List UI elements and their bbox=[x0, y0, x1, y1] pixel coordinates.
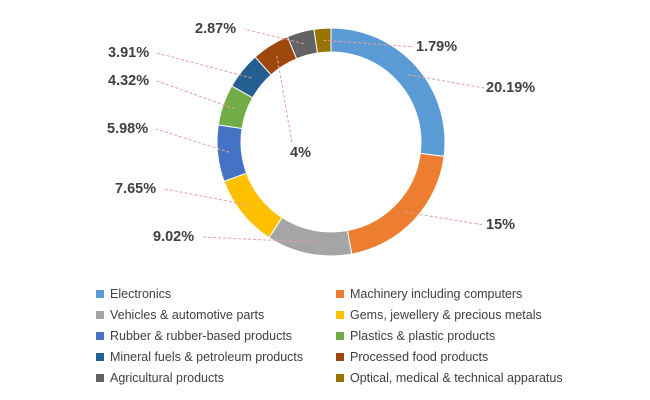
legend-item-mineral-fuels-petroleum-products: Mineral fuels & petroleum products bbox=[96, 350, 303, 364]
data-label-vehicles-automotive-parts: 9.02% bbox=[153, 229, 194, 245]
leader-line-rubber-rubber-based-products bbox=[155, 128, 230, 153]
data-label-mineral-fuels-petroleum-products: 3.91% bbox=[108, 45, 149, 61]
legend-swatch bbox=[96, 374, 104, 382]
legend-swatch bbox=[336, 374, 344, 382]
legend-swatch bbox=[336, 353, 344, 361]
data-label-electronics: 20.19% bbox=[486, 80, 535, 96]
data-label-processed-food-products: 4% bbox=[290, 145, 311, 161]
data-labels: 20.19% 15% 9.02% 7.65% 5.98% 4.32% 3.91% 4% 2.87… bbox=[107, 21, 535, 245]
legend-swatch bbox=[336, 290, 344, 298]
legend-swatch bbox=[96, 311, 104, 319]
legend-label: Rubber & rubber-based products bbox=[110, 329, 293, 343]
leader-line-electronics bbox=[407, 74, 485, 89]
data-label-optical-medical-technical-apparatus: 1.79% bbox=[416, 39, 457, 55]
legend-swatch bbox=[96, 290, 104, 298]
slice-vehicles-automotive-parts bbox=[268, 216, 353, 257]
leader-line-mineral-fuels-petroleum-products bbox=[156, 52, 252, 79]
legend-item-agricultural-products: Agricultural products bbox=[96, 371, 224, 385]
legend-label: Mineral fuels & petroleum products bbox=[110, 350, 304, 364]
donut-chart: 20.19% 15% 9.02% 7.65% 5.98% 4.32% 3.91% 4% 2.87… bbox=[107, 21, 535, 257]
legend-label: Vehicles & automotive parts bbox=[110, 308, 265, 322]
legend-swatch bbox=[96, 332, 104, 340]
legend-item-electronics: Electronics bbox=[96, 287, 171, 301]
legend-swatch bbox=[336, 332, 344, 340]
leader-line-agricultural-products bbox=[243, 28, 304, 45]
legend-label: Optical, medical & technical apparatus bbox=[350, 371, 563, 385]
slice-rubber-rubber-based-products bbox=[216, 124, 248, 182]
data-label-plastics-plastic-products: 4.32% bbox=[108, 73, 149, 89]
legend-label: Plastics & plastic products bbox=[350, 329, 496, 343]
data-label-agricultural-products: 2.87% bbox=[195, 21, 236, 37]
legend-label: Gems, jewellery & precious metals bbox=[350, 308, 542, 322]
leader-line-plastics-plastic-products bbox=[156, 80, 235, 110]
leader-line-optical-medical-technical-apparatus bbox=[323, 39, 415, 48]
data-label-gems-jewellery-precious-metals: 7.65% bbox=[115, 181, 156, 197]
data-label-machinery-including-computers: 15% bbox=[486, 217, 515, 233]
slice-machinery-including-computers bbox=[346, 152, 445, 255]
slice-gems-jewellery-precious-metals bbox=[223, 172, 283, 239]
legend-item-gems-jewellery-precious-metals: Gems, jewellery & precious metals bbox=[336, 308, 542, 322]
legend-label: Electronics bbox=[110, 287, 172, 301]
legend-item-machinery-including-computers: Machinery including computers bbox=[336, 287, 522, 301]
legend-item-processed-food-products: Processed food products bbox=[336, 350, 488, 364]
donut-slices bbox=[216, 27, 446, 257]
legend-item-vehicles-automotive-parts: Vehicles & automotive parts bbox=[96, 308, 264, 322]
legend-item-optical-medical-technical-apparatus: Optical, medical & technical apparatus bbox=[336, 371, 563, 385]
leader-line-vehicles-automotive-parts bbox=[201, 236, 312, 243]
legend-label: Processed food products bbox=[350, 350, 489, 364]
legend-swatch bbox=[336, 311, 344, 319]
slice-optical-medical-technical-apparatus bbox=[313, 27, 332, 54]
legend-swatch bbox=[96, 353, 104, 361]
legend-label: Machinery including computers bbox=[350, 287, 523, 301]
leader-line-machinery-including-computers bbox=[405, 211, 485, 226]
legend-label: Agricultural products bbox=[110, 371, 224, 385]
legend-item-plastics-plastic-products: Plastics & plastic products bbox=[336, 329, 495, 343]
data-label-rubber-rubber-based-products: 5.98% bbox=[107, 121, 148, 137]
legend-item-rubber-rubber-based-products: Rubber & rubber-based products bbox=[96, 329, 292, 343]
leader-lines bbox=[155, 28, 485, 243]
